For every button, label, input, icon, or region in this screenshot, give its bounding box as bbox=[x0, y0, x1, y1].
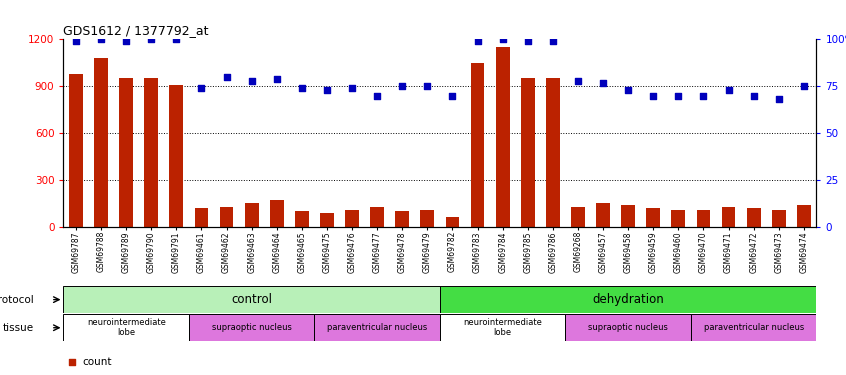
Point bbox=[395, 83, 409, 89]
Text: neurointermediate
lobe: neurointermediate lobe bbox=[464, 318, 542, 338]
Point bbox=[571, 78, 585, 84]
Bar bbox=[571, 207, 585, 227]
Point bbox=[470, 38, 484, 44]
Point bbox=[244, 78, 258, 84]
Point bbox=[295, 85, 309, 91]
Bar bbox=[295, 211, 309, 227]
Text: tissue: tissue bbox=[3, 323, 33, 333]
Point bbox=[515, 112, 529, 118]
Point bbox=[270, 76, 283, 82]
Bar bbox=[546, 78, 560, 227]
Point bbox=[772, 96, 785, 102]
Bar bbox=[320, 213, 334, 227]
Bar bbox=[691, 314, 816, 341]
Point bbox=[521, 38, 535, 44]
Bar bbox=[646, 208, 660, 227]
Bar bbox=[63, 314, 189, 341]
Bar bbox=[220, 207, 233, 227]
Text: supraoptic nucleus: supraoptic nucleus bbox=[212, 323, 292, 332]
Bar bbox=[189, 314, 315, 341]
Bar bbox=[496, 47, 509, 227]
Point bbox=[747, 93, 761, 99]
Bar bbox=[797, 205, 810, 227]
Point bbox=[646, 93, 660, 99]
Text: supraoptic nucleus: supraoptic nucleus bbox=[588, 323, 668, 332]
Text: protocol: protocol bbox=[0, 295, 33, 304]
Bar bbox=[315, 314, 440, 341]
Bar bbox=[270, 200, 283, 227]
Point bbox=[195, 85, 208, 91]
Point bbox=[722, 87, 735, 93]
Bar bbox=[94, 58, 108, 227]
Bar bbox=[696, 210, 711, 227]
Bar bbox=[63, 286, 440, 313]
Bar bbox=[470, 63, 485, 227]
Text: neurointermediate
lobe: neurointermediate lobe bbox=[87, 318, 166, 338]
Bar bbox=[195, 208, 208, 227]
Bar bbox=[119, 78, 133, 227]
Bar bbox=[345, 210, 359, 227]
Bar bbox=[446, 217, 459, 227]
Text: count: count bbox=[82, 357, 112, 367]
Point bbox=[145, 36, 158, 42]
Bar bbox=[420, 210, 434, 227]
Bar bbox=[621, 205, 635, 227]
Point bbox=[696, 93, 710, 99]
Bar bbox=[145, 78, 158, 227]
Point bbox=[320, 87, 333, 93]
Bar bbox=[672, 210, 685, 227]
Point bbox=[546, 38, 559, 44]
Point bbox=[420, 83, 434, 89]
Bar bbox=[747, 208, 761, 227]
Point bbox=[220, 74, 233, 80]
Point bbox=[496, 36, 509, 42]
Point bbox=[797, 83, 810, 89]
Bar bbox=[565, 314, 691, 341]
Bar bbox=[371, 207, 384, 227]
Text: paraventricular nucleus: paraventricular nucleus bbox=[327, 323, 427, 332]
Text: dehydration: dehydration bbox=[592, 293, 664, 306]
Bar bbox=[169, 85, 184, 227]
Text: paraventricular nucleus: paraventricular nucleus bbox=[704, 323, 804, 332]
Point bbox=[446, 93, 459, 99]
Point bbox=[672, 93, 685, 99]
Bar bbox=[521, 78, 535, 227]
Bar bbox=[69, 74, 83, 227]
Point bbox=[596, 80, 610, 86]
Bar bbox=[395, 211, 409, 227]
Point bbox=[371, 93, 384, 99]
Text: GDS1612 / 1377792_at: GDS1612 / 1377792_at bbox=[63, 24, 209, 37]
Bar bbox=[440, 314, 565, 341]
Text: control: control bbox=[231, 293, 272, 306]
Bar bbox=[772, 210, 786, 227]
Bar bbox=[440, 286, 816, 313]
Bar bbox=[722, 207, 735, 227]
Point bbox=[94, 36, 107, 42]
Point bbox=[119, 38, 133, 44]
Bar bbox=[596, 203, 610, 227]
Bar bbox=[244, 203, 259, 227]
Point bbox=[621, 87, 634, 93]
Point bbox=[345, 85, 359, 91]
Point bbox=[69, 38, 83, 44]
Point bbox=[169, 36, 183, 42]
Point bbox=[515, 283, 529, 289]
